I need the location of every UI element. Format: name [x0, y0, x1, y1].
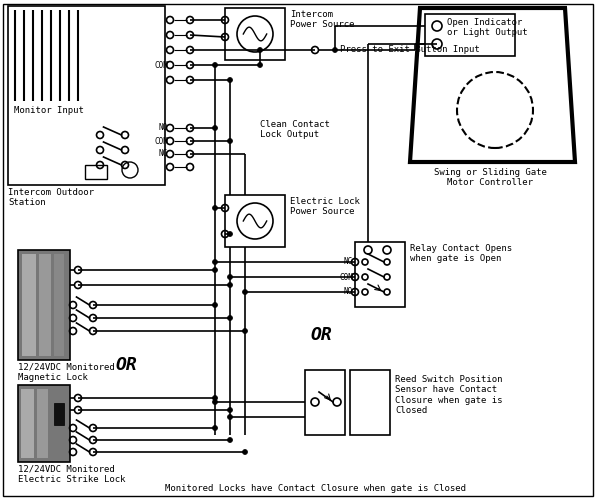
Circle shape: [213, 268, 218, 272]
Text: Reed Switch Position
Sensor have Contact
Closure when gate is
Closed: Reed Switch Position Sensor have Contact…: [395, 375, 502, 415]
Bar: [225, 195, 285, 247]
Bar: [8, 6, 165, 185]
Circle shape: [243, 450, 247, 454]
Circle shape: [228, 282, 232, 288]
Circle shape: [228, 316, 232, 320]
Text: Swing or Sliding Gate
Motor Controller: Swing or Sliding Gate Motor Controller: [433, 168, 547, 188]
Circle shape: [213, 396, 218, 400]
Circle shape: [243, 328, 247, 334]
Circle shape: [228, 408, 232, 412]
Circle shape: [228, 414, 232, 420]
Text: OR: OR: [115, 356, 136, 374]
Text: Monitor Input: Monitor Input: [14, 106, 84, 115]
Circle shape: [243, 290, 247, 294]
Text: Monitored Locks have Contact Closure when gate is Closed: Monitored Locks have Contact Closure whe…: [165, 484, 466, 493]
Circle shape: [213, 260, 218, 264]
Text: Intercom
Power Source: Intercom Power Source: [290, 10, 355, 29]
Text: COM: COM: [154, 60, 168, 70]
Circle shape: [213, 62, 218, 68]
Text: COM: COM: [339, 272, 353, 281]
Text: Electric Lock
Power Source: Electric Lock Power Source: [290, 197, 360, 216]
Text: NO: NO: [344, 288, 353, 296]
Text: Clean Contact
Lock Output: Clean Contact Lock Output: [260, 120, 330, 140]
Circle shape: [213, 426, 218, 430]
Bar: [225, 8, 285, 60]
Bar: [18, 385, 70, 462]
Text: Press to Exit Button Input: Press to Exit Button Input: [340, 46, 480, 54]
Circle shape: [228, 78, 232, 82]
Circle shape: [228, 138, 232, 143]
Bar: [350, 370, 390, 435]
Text: 12/24VDC Monitored
Electric Strike Lock: 12/24VDC Monitored Electric Strike Lock: [18, 465, 126, 484]
Circle shape: [228, 274, 232, 280]
Bar: [18, 250, 70, 360]
Circle shape: [228, 438, 232, 442]
Circle shape: [228, 232, 232, 236]
Circle shape: [213, 302, 218, 308]
Bar: [85, 165, 107, 179]
Text: Intercom Outdoor
Station: Intercom Outdoor Station: [8, 188, 94, 208]
Bar: [54, 254, 64, 356]
Circle shape: [257, 62, 262, 68]
Text: OR: OR: [310, 326, 332, 344]
Circle shape: [213, 126, 218, 130]
Text: Relay Contact Opens
when gate is Open: Relay Contact Opens when gate is Open: [410, 244, 512, 264]
Circle shape: [213, 400, 218, 404]
Circle shape: [257, 48, 262, 52]
Bar: [305, 370, 345, 435]
Bar: [37, 389, 48, 458]
Bar: [355, 242, 405, 307]
Text: COM: COM: [154, 136, 168, 145]
Text: NO: NO: [159, 124, 168, 132]
Circle shape: [213, 206, 218, 210]
Circle shape: [333, 48, 337, 52]
Bar: [39, 254, 51, 356]
Bar: [54, 403, 64, 425]
Text: NC: NC: [344, 258, 353, 266]
Text: Open Indicator
or Light Output: Open Indicator or Light Output: [447, 18, 527, 38]
Text: NC: NC: [159, 150, 168, 158]
Bar: [21, 389, 34, 458]
Bar: [425, 14, 515, 56]
Bar: [22, 254, 36, 356]
Text: 12/24VDC Monitored
Magnetic Lock: 12/24VDC Monitored Magnetic Lock: [18, 363, 115, 382]
